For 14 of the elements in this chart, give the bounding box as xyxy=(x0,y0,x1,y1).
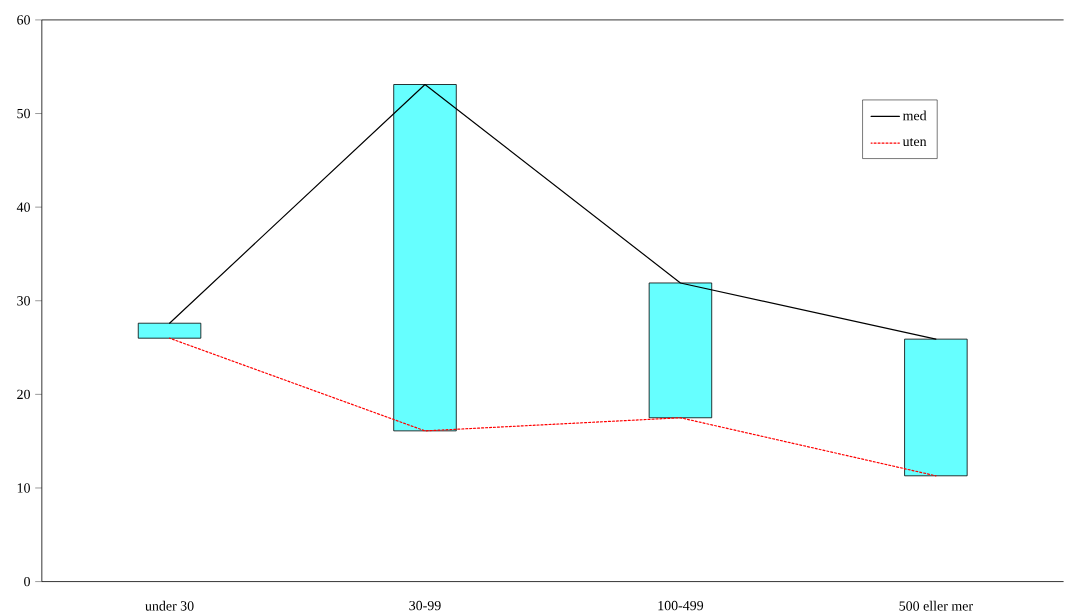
x-tick-label: 500 eller mer xyxy=(899,600,973,611)
legend-label: uten xyxy=(902,137,927,146)
y-tick-label: 0 xyxy=(24,576,30,587)
legend-label: med xyxy=(902,110,927,121)
x-tick-label: under 30 xyxy=(145,600,194,611)
x-tick-label: 30-99 xyxy=(409,600,441,611)
line-series xyxy=(168,337,937,477)
y-tick-label: 60 xyxy=(17,14,30,25)
x-tick-label: 100-499 xyxy=(658,600,704,611)
y-tick-label: 40 xyxy=(16,202,30,212)
y-tick-label: 20 xyxy=(17,389,30,399)
y-tick-label: 30 xyxy=(17,295,30,306)
y-tick-label: 50 xyxy=(17,108,30,119)
y-tick-label: 10 xyxy=(17,483,30,493)
